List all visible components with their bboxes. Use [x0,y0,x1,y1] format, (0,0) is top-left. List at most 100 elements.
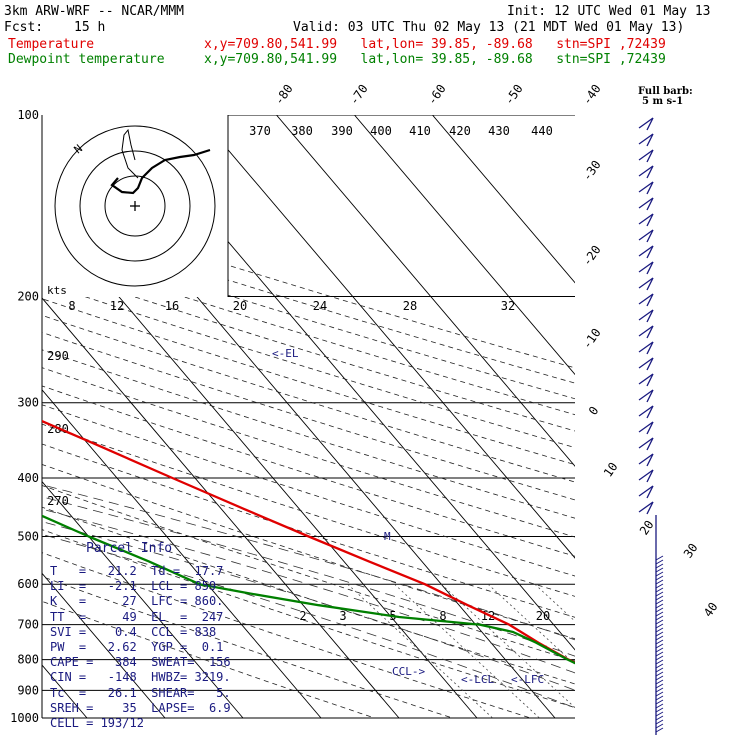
pressure-tick-label: 300 [17,396,39,410]
wind-barb [655,591,664,597]
dry-adiabat [42,485,575,662]
wind-barb [655,679,664,685]
hodograph-ring-label: 8 [68,299,75,313]
hodograph-ring-label: 20 [233,299,247,313]
wind-barb [655,627,664,633]
moist-adiabat [42,534,575,709]
wind-barb [638,485,654,497]
dry-adiabat [42,443,575,618]
isotherm-label: 0 [586,404,602,418]
wind-barb [638,421,654,433]
wind-barb [655,587,664,593]
wind-barb [655,723,664,729]
pressure-tick-label: 900 [17,683,39,697]
wind-barb [638,229,654,241]
hodograph-ring-label: 32 [501,299,515,313]
hodograph-ring-label: 12 [110,299,124,313]
parcel-info-title: Parcel Info [86,541,173,556]
wind-barb [655,599,664,605]
dry-adiabat [42,423,575,597]
parcel-info-row: LI = -2.1 LCL = 859 [50,579,217,594]
hodograph-units-label: kts [47,284,67,297]
wind-barb-flag [646,357,654,371]
hodograph-ring-label: 28 [403,299,417,313]
wind-barb [655,623,664,629]
m-marker: M [384,530,391,543]
hodograph-ring [79,150,191,262]
forecast-hours: 15 h [74,20,106,35]
wind-barb [655,579,664,585]
wind-barb [655,567,664,573]
wind-barb [638,341,654,353]
dewpoint-profile [42,514,575,665]
wind-barb-flag [646,165,654,179]
wind-barb [655,555,664,561]
mixing-ratio-line [597,584,740,718]
theta-label: 290 [47,349,69,363]
wind-barb [655,655,664,661]
wind-barb [655,699,664,705]
wind-barb [655,563,664,569]
dry-adiabat [42,266,575,432]
isotherm-label: -50 [502,82,526,108]
wind-barb [655,719,664,725]
isotherm-label: 30 [681,541,701,561]
theta-label: 270 [47,494,69,508]
dry-adiabat [42,349,575,519]
forecast-label: Fcst: [4,20,44,35]
wind-barb-flag [646,341,654,355]
wind-barb-flag [646,245,654,259]
theta-label: 440 [531,124,553,138]
moist-adiabat [42,496,575,657]
wind-barb [655,667,664,673]
dry-adiabat [42,220,575,384]
isotherm-line [42,297,400,719]
wind-barb-flag [646,501,654,515]
dry-adiabat [42,282,575,449]
dewpoint-legend: Dewpoint temperature [8,52,165,67]
pressure-tick-label: 400 [17,471,39,485]
dry-adiabat [42,552,531,719]
dry-adiabat [42,206,575,369]
wind-barb-flag [646,421,654,435]
mixing-ratio-label: 3 [339,609,346,623]
wind-barb [655,575,664,581]
wind-barb-flag [646,309,654,323]
wind-barb [638,325,654,337]
ccl-marker: CCL-> [392,665,425,678]
wind-barb [655,671,664,677]
moist-adiabat [42,521,575,691]
dewpoint-location: x,y=709.80,541.99 lat,lon= 39.85, -89.68… [204,52,666,67]
isotherm-line [42,480,244,719]
theta-label: 380 [291,124,313,138]
wind-barb-flag [646,485,654,499]
wind-barb [638,309,654,321]
el-marker: <-EL [272,347,299,360]
wind-barb-flag [646,261,654,275]
theta-label: 400 [370,124,392,138]
wind-legend-units: 5 m s-1 [642,96,683,107]
pressure-tick-label: 800 [17,653,39,667]
isotherm-label: -70 [347,82,371,108]
lcl-marker: <-LCL [461,673,494,686]
mixing-ratio-label: 2 [299,609,306,623]
pressure-tick-label: 500 [17,529,39,543]
wind-barb [638,245,654,257]
wind-legend: Full barb: [638,86,693,97]
wind-barb-flag [646,181,654,195]
wind-barb [655,683,664,689]
parcel-info-row: TT = 49 EL = 247 [50,609,224,624]
wind-barb [655,595,664,601]
theta-label: 390 [331,124,353,138]
parcel-info-row: CELL = 193/12 [50,716,144,730]
wind-barb [655,691,664,697]
wind-barb [638,277,654,289]
hodograph-ring-label: 16 [165,299,179,313]
theta-label: 420 [449,124,471,138]
wind-barb [655,727,664,733]
hodograph-ring [104,175,166,237]
dry-adiabat [42,600,375,719]
wind-barb [655,631,664,637]
isotherm-line [432,115,575,284]
parcel-info-row: SREH = 35 LAPSE= 6.9 [50,700,231,715]
